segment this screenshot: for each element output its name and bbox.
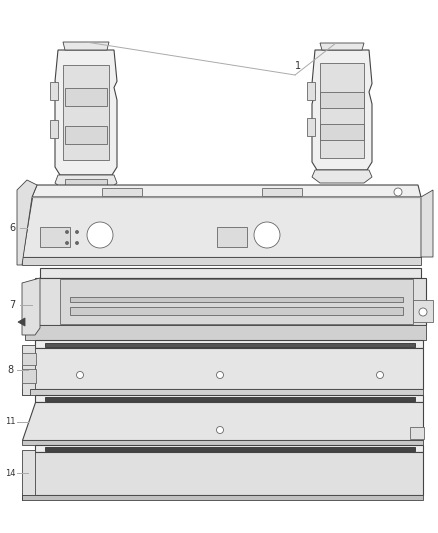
Polygon shape <box>22 452 423 495</box>
Polygon shape <box>22 495 423 500</box>
Polygon shape <box>35 445 423 452</box>
Text: 1: 1 <box>295 61 301 71</box>
Polygon shape <box>22 348 423 389</box>
Polygon shape <box>312 170 372 183</box>
Circle shape <box>87 222 113 248</box>
Bar <box>70 307 403 315</box>
Polygon shape <box>22 402 423 440</box>
Bar <box>320 124 364 140</box>
Bar <box>65 126 107 144</box>
Bar <box>65 88 107 106</box>
Bar <box>320 92 364 108</box>
Polygon shape <box>312 50 372 170</box>
Bar <box>410 427 424 439</box>
Bar <box>45 397 415 401</box>
Bar <box>320 63 364 158</box>
Bar <box>45 447 415 451</box>
Circle shape <box>75 230 78 233</box>
Text: 11: 11 <box>5 417 15 426</box>
Bar <box>50 119 58 138</box>
Circle shape <box>66 241 68 245</box>
Polygon shape <box>22 257 421 265</box>
Polygon shape <box>35 395 423 402</box>
Bar <box>102 188 142 196</box>
Polygon shape <box>22 197 421 257</box>
Polygon shape <box>22 450 35 500</box>
Circle shape <box>216 426 223 433</box>
Bar <box>413 300 433 322</box>
Circle shape <box>66 230 68 233</box>
Bar <box>307 118 315 136</box>
Bar <box>217 227 247 247</box>
Bar <box>65 179 107 187</box>
Bar <box>22 353 36 365</box>
Polygon shape <box>18 318 25 326</box>
Polygon shape <box>22 389 423 395</box>
Circle shape <box>394 188 402 196</box>
Circle shape <box>254 222 280 248</box>
Polygon shape <box>421 190 433 257</box>
Circle shape <box>377 372 384 378</box>
Polygon shape <box>22 440 423 445</box>
Bar <box>40 227 70 247</box>
Text: 8: 8 <box>7 365 13 375</box>
Polygon shape <box>22 345 35 395</box>
Text: 14: 14 <box>5 469 15 478</box>
Polygon shape <box>320 43 364 50</box>
Polygon shape <box>25 278 426 325</box>
Text: 7: 7 <box>9 300 15 310</box>
Polygon shape <box>32 185 421 197</box>
Circle shape <box>75 241 78 245</box>
Bar <box>262 188 302 196</box>
Circle shape <box>216 372 223 378</box>
Polygon shape <box>55 175 117 189</box>
Circle shape <box>419 308 427 316</box>
Text: 6: 6 <box>9 223 15 233</box>
Polygon shape <box>17 180 37 265</box>
Polygon shape <box>55 50 117 175</box>
Bar <box>63 65 109 160</box>
Circle shape <box>77 372 84 378</box>
Bar <box>50 82 58 100</box>
Polygon shape <box>22 278 40 335</box>
Polygon shape <box>35 340 423 348</box>
Bar <box>45 343 415 347</box>
Polygon shape <box>60 279 413 324</box>
Polygon shape <box>63 42 109 50</box>
Polygon shape <box>40 268 421 278</box>
Bar <box>307 83 315 100</box>
Polygon shape <box>25 325 426 340</box>
Bar <box>22 369 36 383</box>
Bar <box>70 297 403 302</box>
